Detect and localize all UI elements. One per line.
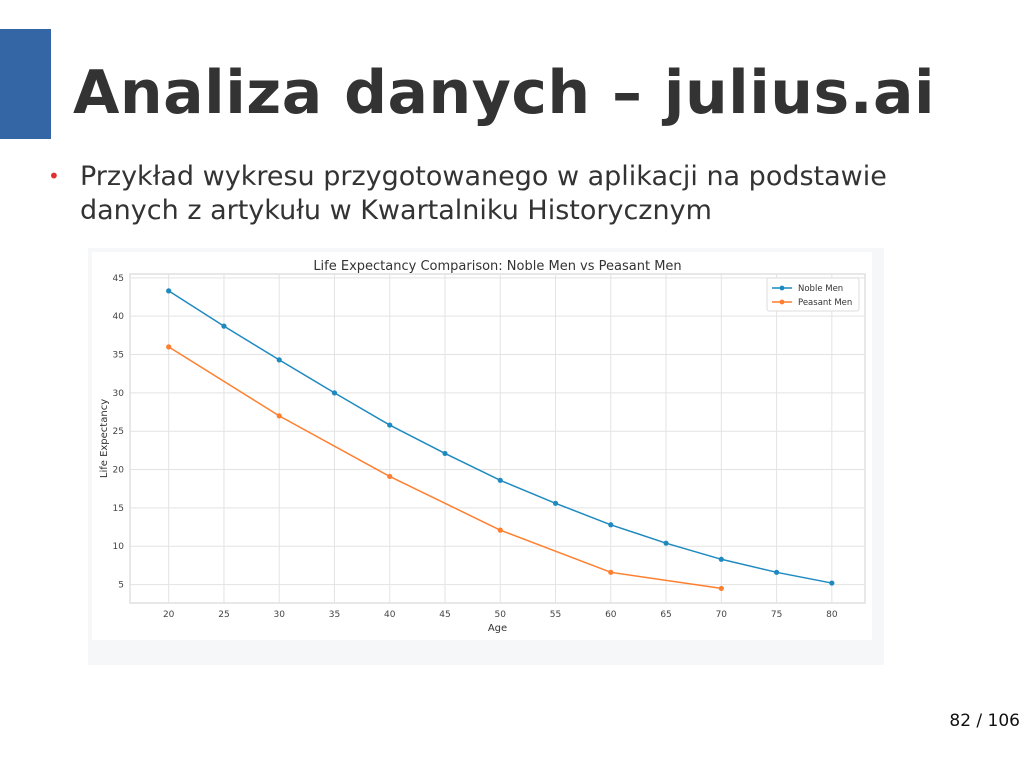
- y-tick-label: 15: [113, 504, 124, 514]
- y-tick-label: 5: [118, 581, 124, 591]
- data-point-peasant-men: [497, 527, 503, 533]
- x-tick-label: 50: [495, 610, 507, 620]
- y-tick-label: 45: [113, 274, 124, 284]
- data-point-noble-men: [331, 390, 338, 396]
- slide-title: Analiza danych – julius.ai: [73, 58, 936, 128]
- data-point-noble-men: [221, 323, 227, 329]
- legend-marker-noble-men: [779, 285, 785, 291]
- x-tick-label: 40: [384, 610, 396, 620]
- data-point-peasant-men: [608, 569, 614, 575]
- plot-area: [129, 273, 866, 604]
- legend-marker-peasant-men: [779, 299, 785, 305]
- data-point-noble-men: [387, 422, 393, 428]
- x-tick-label: 30: [273, 610, 285, 620]
- data-point-noble-men: [166, 288, 172, 294]
- bullet-icon: •: [48, 164, 60, 188]
- y-tick-label: 35: [113, 351, 124, 361]
- series-line-peasant-men: [168, 346, 722, 590]
- page-number: 82 / 106: [949, 711, 1020, 731]
- y-axis-label: Life Expectancy: [99, 399, 110, 478]
- x-tick-label: 70: [716, 610, 728, 620]
- y-tick-label: 30: [113, 389, 125, 399]
- line-chart: 20 25 30 35 40 45 50 55 60 65 70 75 80 5 10 15 20 25 30 35 4…: [92, 252, 872, 640]
- data-point-noble-men: [663, 540, 669, 546]
- title-accent-bar: [0, 29, 51, 139]
- chart-image: 20 25 30 35 40 45 50 55 60 65 70 75 80 5 10 15 20 25 30 35 4…: [88, 248, 884, 665]
- bullet-text: Przykład wykresu przygotowanego w aplika…: [80, 161, 887, 226]
- x-tick-label: 80: [826, 610, 838, 620]
- data-point-noble-men: [552, 500, 559, 506]
- y-tick-label: 25: [113, 427, 124, 437]
- x-tick-label: 60: [605, 610, 617, 620]
- data-point-noble-men: [608, 522, 614, 528]
- data-point-peasant-men: [718, 585, 724, 592]
- x-tick-label: 75: [771, 610, 782, 620]
- data-point-peasant-men: [276, 413, 282, 419]
- x-axis-label: Age: [488, 623, 507, 634]
- x-tick-label: 35: [329, 610, 340, 620]
- y-tick-label: 20: [113, 466, 125, 476]
- data-point-noble-men: [497, 477, 503, 483]
- data-point-peasant-men: [166, 344, 172, 350]
- data-point-noble-men: [829, 580, 835, 586]
- chart-title: Life Expectancy Comparison: Noble Men vs…: [313, 259, 681, 274]
- data-point-noble-men: [773, 569, 780, 575]
- legend-label-noble-men: Noble Men: [798, 284, 843, 294]
- x-tick-label: 25: [218, 610, 229, 620]
- x-tick-label: 55: [550, 610, 561, 620]
- data-point-noble-men: [276, 357, 282, 363]
- x-tick-label: 20: [163, 610, 175, 620]
- y-tick-label: 40: [113, 312, 125, 322]
- x-tick-label: 65: [660, 610, 671, 620]
- legend-label-peasant-men: Peasant Men: [798, 298, 852, 308]
- data-point-noble-men: [442, 450, 448, 457]
- data-point-noble-men: [718, 556, 724, 562]
- x-tick-label: 45: [439, 610, 450, 620]
- y-tick-label: 10: [113, 542, 125, 552]
- data-point-peasant-men: [387, 473, 393, 480]
